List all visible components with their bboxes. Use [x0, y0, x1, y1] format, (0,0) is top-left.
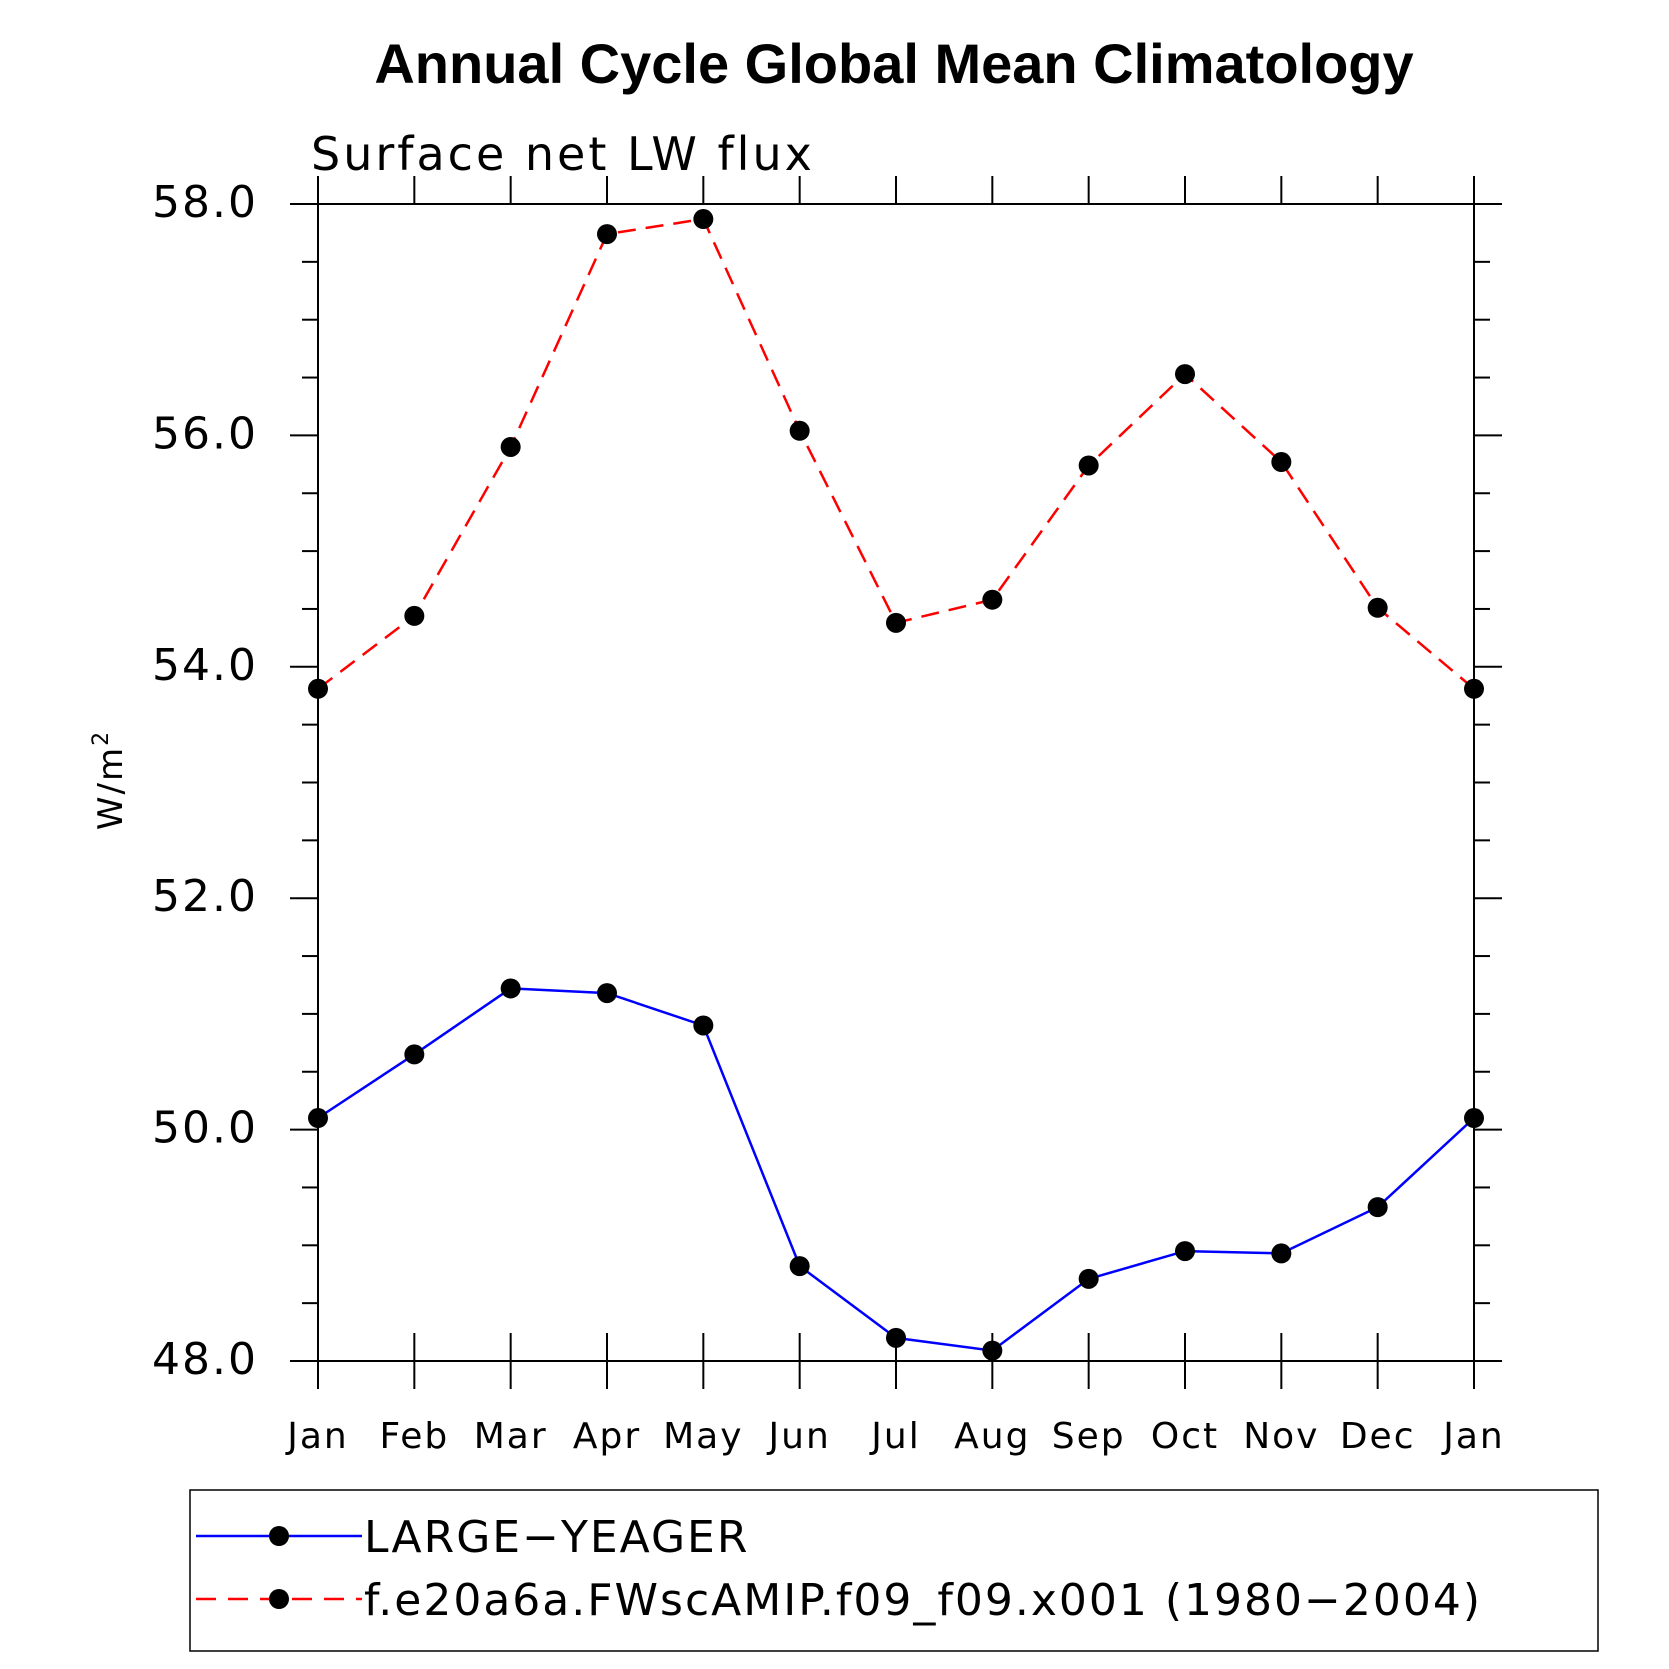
- y-tick-label: 52.0: [152, 871, 258, 922]
- y-tick-label: 56.0: [152, 408, 258, 459]
- data-point: [1464, 678, 1484, 699]
- data-point: [693, 1015, 714, 1036]
- y-tick-label: 54.0: [152, 640, 258, 691]
- y-ticks: 48.0 50.0 52.0 54.0 56.0 58.0: [152, 177, 1502, 1385]
- data-point: [789, 1256, 810, 1277]
- data-point: [404, 1044, 425, 1065]
- plot-frame: [317, 203, 1475, 1362]
- legend-swatch-marker: [269, 1589, 289, 1609]
- chart-title: Annual Cycle Global Mean Climatology: [374, 32, 1413, 95]
- x-tick-label: Apr: [573, 1416, 641, 1457]
- data-point: [693, 209, 714, 230]
- legend-entry-1: LARGE−YEAGER: [196, 1512, 749, 1563]
- legend-label: LARGE−YEAGER: [364, 1512, 749, 1563]
- y-tick-label: 48.0: [152, 1334, 258, 1385]
- x-tick-label: Jan: [285, 1416, 349, 1457]
- legend-entry-2: f.e20a6a.FWscAMIP.f09_f09.x001 (1980−200…: [196, 1575, 1482, 1626]
- legend-box: [189, 1489, 1599, 1652]
- data-point: [1464, 1108, 1484, 1129]
- y-axis-label: W/m2: [89, 730, 131, 830]
- x-ticks: Jan Feb Mar Apr May Jun Jul Aug Sep Oct Nov Dec Jan: [285, 176, 1505, 1457]
- data-point: [1175, 1241, 1195, 1262]
- data-point: [789, 420, 810, 441]
- x-tick-label: Nov: [1243, 1416, 1319, 1457]
- data-point: [597, 983, 617, 1004]
- legend-items: LARGE−YEAGER f.e20a6a.FWscAMIP.f09_f09.x0…: [196, 1512, 1482, 1626]
- data-point: [1271, 1243, 1292, 1264]
- plot-axes: Jan Feb Mar Apr May Jun Jul Aug Sep Oct Nov Dec Jan 4…: [152, 176, 1505, 1457]
- data-point: [500, 978, 521, 999]
- data-point: [308, 1108, 328, 1129]
- legend-swatch-marker: [269, 1526, 289, 1546]
- x-tick-label: Dec: [1340, 1416, 1416, 1457]
- x-tick-label: Feb: [379, 1416, 449, 1457]
- x-tick-label: Jan: [1441, 1416, 1505, 1457]
- series-line: [317, 987, 1475, 1352]
- y-axis-label-superscript: 2: [89, 730, 114, 746]
- x-tick-label: Sep: [1052, 1416, 1126, 1457]
- data-point: [1367, 597, 1388, 618]
- x-tick-label: Jul: [869, 1416, 920, 1457]
- legend-label: f.e20a6a.FWscAMIP.f09_f09.x001 (1980−200…: [364, 1575, 1482, 1626]
- series-layer: [308, 209, 1484, 1361]
- chart-subtitle: Surface net LW flux: [311, 127, 815, 181]
- data-point: [1175, 364, 1195, 385]
- data-point: [886, 612, 906, 633]
- data-point: [982, 589, 1003, 610]
- x-tick-label: May: [663, 1416, 743, 1457]
- data-point: [886, 1327, 906, 1348]
- y-tick-label: 58.0: [152, 177, 258, 228]
- data-point: [308, 678, 328, 699]
- data-point: [1078, 1268, 1099, 1289]
- data-point: [1078, 455, 1099, 476]
- data-point: [982, 1340, 1003, 1361]
- x-tick-label: Jun: [767, 1416, 831, 1457]
- series-1: [308, 978, 1484, 1361]
- data-point: [597, 224, 617, 245]
- x-tick-label: Oct: [1151, 1416, 1219, 1457]
- data-point: [500, 436, 521, 457]
- data-point: [1271, 452, 1292, 473]
- data-point: [404, 605, 425, 626]
- data-point: [1367, 1197, 1388, 1218]
- y-tick-label: 50.0: [152, 1103, 258, 1154]
- x-tick-label: Aug: [954, 1416, 1030, 1457]
- legend: LARGE−YEAGER f.e20a6a.FWscAMIP.f09_f09.x0…: [189, 1489, 1599, 1652]
- y-axis-label-text: W/m: [91, 746, 131, 830]
- x-tick-label: Mar: [474, 1416, 548, 1457]
- series-2: [308, 209, 1484, 699]
